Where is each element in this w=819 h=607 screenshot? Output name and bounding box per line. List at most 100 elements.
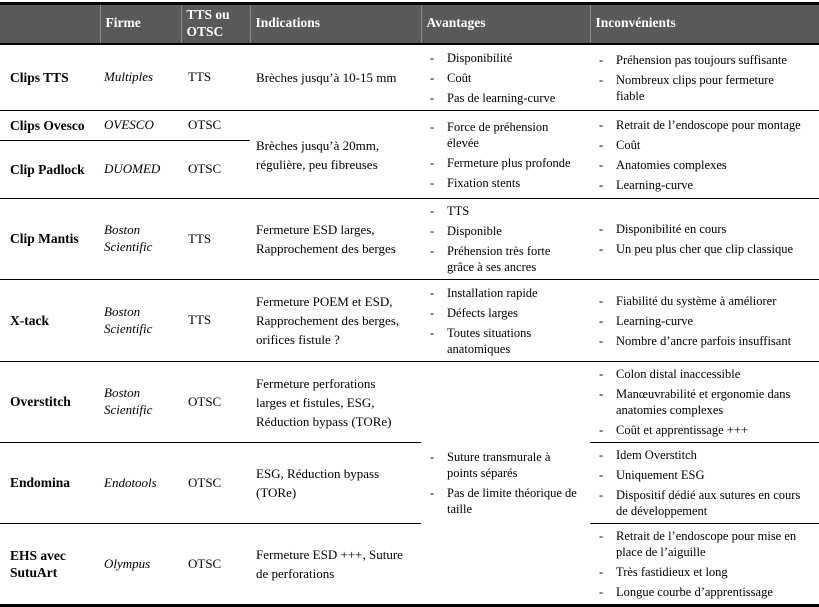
- row-label: Clip Mantis: [0, 198, 100, 280]
- indications-cell: Fermeture ESD +++, Suture de perforation…: [250, 523, 421, 606]
- dash-bullet: [599, 221, 616, 237]
- advantages-cell: Installation rapide Défects larges Toute…: [421, 279, 590, 362]
- dash-bullet: [599, 422, 616, 438]
- type-cell: OTSC: [181, 442, 250, 524]
- dash-bullet: [599, 564, 616, 580]
- col-header-type: TTS ou OTSC: [180, 3, 250, 45]
- row-label: Clip Padlock: [0, 140, 100, 199]
- document-page: Firme TTS ou OTSC Indications Avantages …: [0, 0, 819, 593]
- list-item: Très fastidieux et long: [599, 564, 815, 580]
- dash-bullet: [599, 137, 616, 153]
- disadvantages-cell: Disponibilité en cours Un peu plus cher …: [590, 198, 819, 280]
- list-item: Manœuvrabilité et ergonomie dans anatomi…: [599, 386, 815, 418]
- list-item: Installation rapide: [430, 285, 586, 301]
- list-item: Un peu plus cher que clip classique: [599, 241, 815, 257]
- type-cell: TTS: [181, 198, 250, 280]
- list-item: Fixation stents: [430, 175, 586, 191]
- type-cell: OTSC: [181, 523, 250, 606]
- list-item: Coût et apprentissage +++: [599, 422, 815, 438]
- row-label: X-tack: [0, 279, 100, 362]
- dash-bullet: [599, 241, 616, 257]
- table-row-endomina: Endomina Endotools OTSC ESG, Réduction b…: [0, 442, 819, 524]
- dash-bullet: [430, 223, 447, 239]
- dash-bullet: [599, 487, 616, 503]
- list-item: Coût: [599, 137, 815, 153]
- type-cell: OTSC: [181, 110, 250, 141]
- advantages-cell-merged: Suture transmurale à points séparés Pas …: [421, 361, 590, 606]
- list-item: Disponibilité: [430, 50, 586, 66]
- advantages-cell: Disponibilité Coût Pas de learning-curve: [421, 43, 590, 111]
- dash-bullet: [599, 528, 616, 544]
- type-cell: OTSC: [181, 361, 250, 443]
- disadvantages-cell: Fiabilité du système à améliorer Learnin…: [590, 279, 819, 362]
- dash-bullet: [599, 584, 616, 600]
- firme-cell: Boston Scientific: [100, 361, 181, 443]
- dash-bullet: [599, 366, 616, 382]
- list-item: Suture transmurale à points séparés: [430, 449, 586, 481]
- dash-bullet: [430, 70, 447, 86]
- dash-bullet: [599, 177, 616, 193]
- list-item: Colon distal inaccessible: [599, 366, 815, 382]
- list-item: Préhension très forte grâce à ses ancres: [430, 243, 586, 275]
- list-item: Retrait de l’endoscope pour montage: [599, 117, 815, 133]
- dash-bullet: [430, 155, 447, 171]
- type-cell: OTSC: [181, 140, 250, 199]
- dash-bullet: [430, 285, 447, 301]
- dash-bullet: [599, 117, 616, 133]
- dash-bullet: [599, 72, 616, 88]
- col-header-indications: Indications: [249, 3, 421, 45]
- table-row-clip-padlock: Clip Padlock DUOMED OTSC: [0, 140, 819, 199]
- dash-bullet: [430, 203, 447, 219]
- list-item: Idem Overstitch: [599, 447, 815, 463]
- indications-cell: Fermeture perforations larges et fistule…: [250, 361, 421, 443]
- firme-cell: Boston Scientific: [100, 198, 181, 280]
- list-item: Disponible: [430, 223, 586, 239]
- col-header-avantages: Avantages: [420, 3, 590, 45]
- table-row-clips-tts: Clips TTS Multiples TTS Brèches jusqu’à …: [0, 43, 819, 111]
- table-row-overstitch: Overstitch Boston Scientific OTSC Fermet…: [0, 361, 819, 606]
- dash-bullet: [430, 449, 447, 465]
- col-header-blank: [0, 3, 100, 45]
- list-item: Nombre d’ancre parfois insuffisant: [599, 333, 815, 349]
- firme-cell: OVESCO: [100, 110, 181, 141]
- table-row-x-tack: X-tack Boston Scientific TTS Fermeture P…: [0, 279, 819, 362]
- list-item: Dispositif dédié aux sutures en cours de…: [599, 487, 815, 519]
- row-label: Clips TTS: [0, 43, 100, 111]
- indications-cell: ESG, Réduction bypass (TORe): [250, 442, 421, 524]
- list-item: Défects larges: [430, 305, 586, 321]
- dash-bullet: [599, 293, 616, 309]
- list-item: Fiabilité du système à améliorer: [599, 293, 815, 309]
- list-item: Préhension pas toujours suffisante: [599, 52, 815, 68]
- list-item: Nombreux clips pour fermeture fiable: [599, 72, 815, 104]
- list-item: Fermeture plus profonde: [430, 155, 586, 171]
- dash-bullet: [430, 305, 447, 321]
- dash-bullet: [430, 243, 447, 259]
- table-row-ehs-sutuart: EHS avec SutuArt Olympus OTSC Fermeture …: [0, 523, 819, 606]
- disadvantages-cell: Colon distal inaccessible Manœuvrabilité…: [590, 361, 819, 443]
- list-item: Force de préhension élevée: [430, 119, 586, 151]
- firme-cell: Multiples: [100, 43, 181, 111]
- list-item: Disponibilité en cours: [599, 221, 815, 237]
- type-cell: TTS: [181, 279, 250, 362]
- dash-bullet: [430, 119, 447, 135]
- dash-bullet: [430, 50, 447, 66]
- disadvantages-cell: Retrait de l’endoscope pour mise en plac…: [590, 523, 819, 606]
- firme-cell: Olympus: [100, 523, 181, 606]
- dash-bullet: [599, 467, 616, 483]
- indications-cell-merged: Brèches jusqu’à 20mm, régulière, peu fib…: [250, 110, 421, 199]
- firme-cell: Boston Scientific: [100, 279, 181, 362]
- list-item: Anatomies complexes: [599, 157, 815, 173]
- list-item: Learning-curve: [599, 177, 815, 193]
- firme-cell: Endotools: [100, 442, 181, 524]
- col-header-firme: Firme: [99, 3, 181, 45]
- list-item: Pas de learning-curve: [430, 90, 586, 106]
- advantages-cell: TTS Disponible Préhension très forte grâ…: [421, 198, 590, 280]
- dash-bullet: [599, 52, 616, 68]
- dash-bullet: [599, 386, 616, 402]
- disadvantages-cell: Préhension pas toujours suffisante Nombr…: [590, 43, 819, 111]
- indications-cell: Fermeture POEM et ESD, Rapprochement des…: [250, 279, 421, 362]
- row-label: Endomina: [0, 442, 100, 524]
- list-item: Toutes situations anatomiques: [430, 325, 586, 357]
- advantages-cell-merged: Force de préhension élevée Fermeture plu…: [421, 110, 590, 199]
